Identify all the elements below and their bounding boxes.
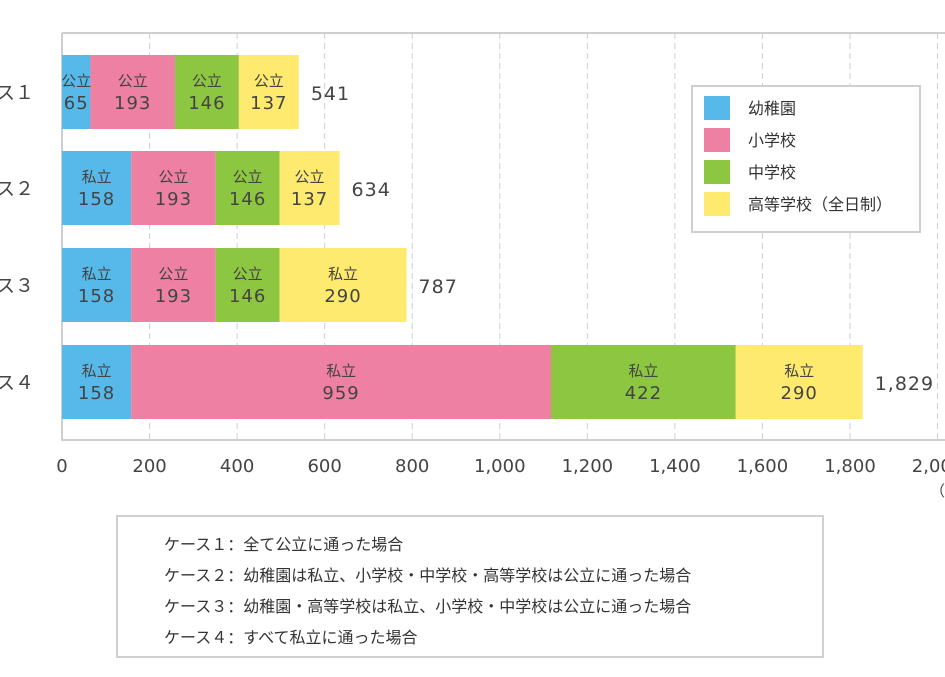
- bar-segment: [550, 345, 736, 419]
- total-label: 787: [419, 276, 458, 298]
- case-note: ケース４：すべて私立に通った場合: [164, 628, 418, 647]
- segment-value-label: 290: [324, 286, 361, 307]
- x-axis-unit: （万円）: [930, 482, 945, 500]
- segment-value-label: 290: [781, 383, 818, 404]
- category-label: ケース２: [0, 178, 34, 200]
- segment-value-label: 146: [229, 286, 266, 307]
- legend-label: 高等学校（全日制）: [748, 195, 892, 214]
- bar-segment: [62, 248, 132, 322]
- legend-label: 幼稚園: [748, 99, 796, 118]
- segment-type-label: 公立: [61, 72, 91, 90]
- segment-value-label: 137: [291, 189, 328, 210]
- segment-value-label: 193: [155, 189, 192, 210]
- segment-type-label: 公立: [192, 72, 222, 90]
- x-tick-label: 1,600: [737, 456, 789, 477]
- x-tick-label: 1,200: [562, 456, 614, 477]
- x-tick-label: 800: [395, 456, 429, 477]
- segment-value-label: 146: [188, 93, 225, 114]
- bar-segment: [131, 151, 216, 225]
- category-label: ケース４: [0, 372, 34, 394]
- legend-swatch: [704, 96, 730, 120]
- segment-value-label: 422: [625, 383, 662, 404]
- category-label: ケース３: [0, 275, 34, 297]
- segment-value-label: 146: [229, 189, 266, 210]
- x-tick-label: 2,000: [912, 456, 945, 477]
- legend-swatch: [704, 192, 730, 216]
- legend-swatch: [704, 128, 730, 152]
- x-tick-label: 1,400: [649, 456, 701, 477]
- case-note: ケース２：幼稚園は私立、小学校・中学校・高等学校は公立に通った場合: [164, 566, 692, 585]
- segment-value-label: 193: [155, 286, 192, 307]
- segment-type-label: 公立: [233, 265, 263, 283]
- case-note: ケース１：全て公立に通った場合: [164, 535, 404, 554]
- segment-type-label: 公立: [254, 72, 284, 90]
- segment-value-label: 137: [250, 93, 287, 114]
- segment-type-label: 私立: [82, 362, 112, 380]
- category-label: ケース１: [0, 82, 34, 104]
- segment-type-label: 私立: [82, 265, 112, 283]
- bar-segment: [90, 55, 175, 129]
- segment-type-label: 公立: [295, 168, 325, 186]
- segment-type-label: 公立: [118, 72, 148, 90]
- segment-type-label: 公立: [158, 168, 188, 186]
- segment-value-label: 158: [78, 189, 115, 210]
- legend-swatch: [704, 160, 730, 184]
- x-tick-label: 400: [220, 456, 254, 477]
- segment-value-label: 959: [322, 383, 359, 404]
- segment-type-label: 私立: [628, 362, 658, 380]
- case-note: ケース３：幼稚園・高等学校は私立、小学校・中学校は公立に通った場合: [164, 597, 692, 616]
- bar-segment: [131, 248, 216, 322]
- segment-type-label: 公立: [233, 168, 263, 186]
- bar-segment: [215, 248, 280, 322]
- segment-value-label: 193: [114, 93, 151, 114]
- bar-segment: [215, 151, 280, 225]
- total-label: 634: [352, 179, 391, 201]
- x-tick-label: 0: [56, 456, 67, 477]
- total-label: 1,829: [875, 373, 934, 395]
- segment-type-label: 私立: [328, 265, 358, 283]
- case-notes-box: ケース１：全て公立に通った場合 ケース２：幼稚園は私立、小学校・中学校・高等学校…: [116, 515, 824, 658]
- x-tick-label: 1,800: [824, 456, 876, 477]
- legend-label: 小学校: [748, 131, 796, 150]
- bar-segment: [279, 248, 407, 322]
- x-tick-label: 200: [132, 456, 166, 477]
- bar-segment: [174, 55, 239, 129]
- bar-segment: [131, 345, 551, 419]
- segment-type-label: 私立: [82, 168, 112, 186]
- bar-segment: [62, 55, 91, 129]
- segment-value-label: 158: [78, 286, 115, 307]
- x-tick-label: 1,000: [474, 456, 526, 477]
- segment-type-label: 公立: [158, 265, 188, 283]
- segment-type-label: 私立: [784, 362, 814, 380]
- segment-value-label: 158: [78, 383, 115, 404]
- total-label: 541: [311, 83, 350, 105]
- bar-segment: [279, 151, 340, 225]
- bar-segment: [238, 55, 299, 129]
- bar-segment: [62, 151, 132, 225]
- bar-segment: [62, 345, 132, 419]
- legend-label: 中学校: [748, 163, 796, 182]
- segment-type-label: 私立: [326, 362, 356, 380]
- x-tick-label: 600: [307, 456, 341, 477]
- segment-value-label: 65: [64, 93, 89, 114]
- bar-segment: [735, 345, 863, 419]
